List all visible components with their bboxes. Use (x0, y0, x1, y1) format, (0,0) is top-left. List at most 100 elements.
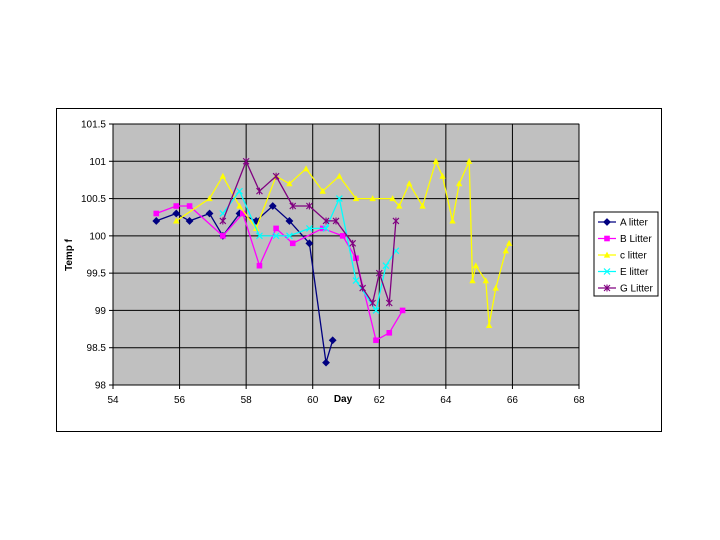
series-a-litter (152, 202, 337, 367)
legend-label: G Litter (620, 284, 653, 295)
data-point (604, 235, 610, 242)
data-point (352, 277, 360, 285)
data-point (272, 172, 280, 180)
data-point (172, 209, 181, 218)
axes: 98 98.5 99 99.5 100 100.5 101 101.5 54 56 58 60 62 64… (81, 120, 585, 407)
data-point (369, 195, 376, 202)
data-point (305, 224, 313, 232)
data-point (373, 337, 379, 344)
data-point (603, 218, 611, 226)
data-point (372, 307, 380, 314)
data-point (219, 172, 227, 179)
legend: A litter B Litter c litter E litter G Litter (593, 211, 659, 297)
data-point (349, 239, 357, 247)
data-point (603, 268, 611, 275)
data-point (455, 180, 463, 187)
data-point (399, 307, 406, 314)
data-point (369, 299, 377, 307)
legend-label: c litter (620, 251, 647, 262)
y-tick-label: 98 (95, 381, 107, 392)
data-point (389, 195, 396, 202)
data-point (206, 195, 213, 202)
data-point (382, 262, 390, 270)
data-point (336, 172, 343, 179)
data-point (359, 284, 367, 292)
data-point (385, 299, 393, 307)
legend-item: G Litter (598, 284, 653, 295)
data-point (465, 157, 473, 164)
data-point (242, 157, 250, 165)
y-tick-label: 101 (89, 157, 106, 168)
data-point (396, 202, 403, 209)
y-tick-label: 100.5 (81, 194, 106, 205)
data-point (469, 277, 476, 284)
legend-label: A litter (620, 218, 648, 229)
series-g-litter (219, 157, 400, 307)
data-point (386, 330, 393, 336)
data-point (185, 217, 194, 225)
x-tick-label: 54 (107, 395, 119, 406)
x-tick-label: 64 (440, 395, 452, 406)
y-tick-label: 101.5 (81, 120, 106, 131)
data-point (256, 232, 263, 240)
data-point (220, 233, 226, 239)
data-point (603, 251, 611, 258)
x-axis-title: Day (334, 394, 353, 405)
legend-label: B Litter (620, 234, 652, 245)
data-point (482, 277, 489, 284)
data-point (322, 358, 330, 367)
data-point (289, 202, 297, 210)
x-tick-label: 68 (573, 395, 585, 406)
y-tick-label: 99 (95, 306, 107, 317)
plot-area (112, 123, 580, 386)
data-point (332, 217, 340, 225)
data-point (268, 202, 277, 210)
data-point (173, 217, 180, 224)
data-point (153, 210, 160, 217)
y-axis-title: Temp f (64, 238, 75, 271)
legend-item: E litter (598, 267, 649, 278)
data-point (339, 233, 346, 239)
data-point (219, 217, 227, 225)
series-line (222, 189, 397, 313)
data-point (272, 232, 280, 240)
data-point (256, 187, 263, 195)
data-point (328, 336, 337, 345)
legend-item: c litter (598, 251, 647, 262)
x-tick-label: 58 (241, 395, 253, 406)
data-point (319, 187, 326, 194)
series-layer (152, 157, 513, 367)
legend-item: B Litter (598, 234, 652, 245)
data-point (419, 202, 426, 209)
data-point (375, 269, 383, 277)
x-tick-label: 66 (507, 395, 519, 406)
data-point (502, 247, 509, 254)
data-point (392, 217, 400, 225)
data-point (285, 217, 294, 225)
legend-label: E litter (620, 267, 649, 278)
data-point (432, 157, 440, 164)
y-tick-label: 99.5 (87, 269, 107, 280)
y-tick-label: 100 (89, 231, 106, 242)
data-point (322, 224, 330, 232)
data-point (485, 321, 493, 328)
data-point (273, 225, 279, 232)
data-point (492, 284, 499, 291)
data-point (205, 209, 214, 218)
data-point (173, 203, 180, 209)
data-point (305, 202, 313, 210)
data-point (335, 195, 343, 202)
x-tick-label: 60 (307, 395, 319, 406)
data-point (256, 262, 263, 269)
data-point (472, 262, 480, 269)
data-point (505, 239, 513, 246)
y-tick-label: 98.5 (87, 343, 107, 354)
data-point (152, 217, 161, 225)
x-tick-label: 56 (174, 395, 186, 406)
data-point (603, 284, 611, 292)
data-point (236, 187, 243, 195)
series-line (175, 159, 510, 326)
data-point (236, 202, 243, 209)
data-point (285, 232, 293, 240)
